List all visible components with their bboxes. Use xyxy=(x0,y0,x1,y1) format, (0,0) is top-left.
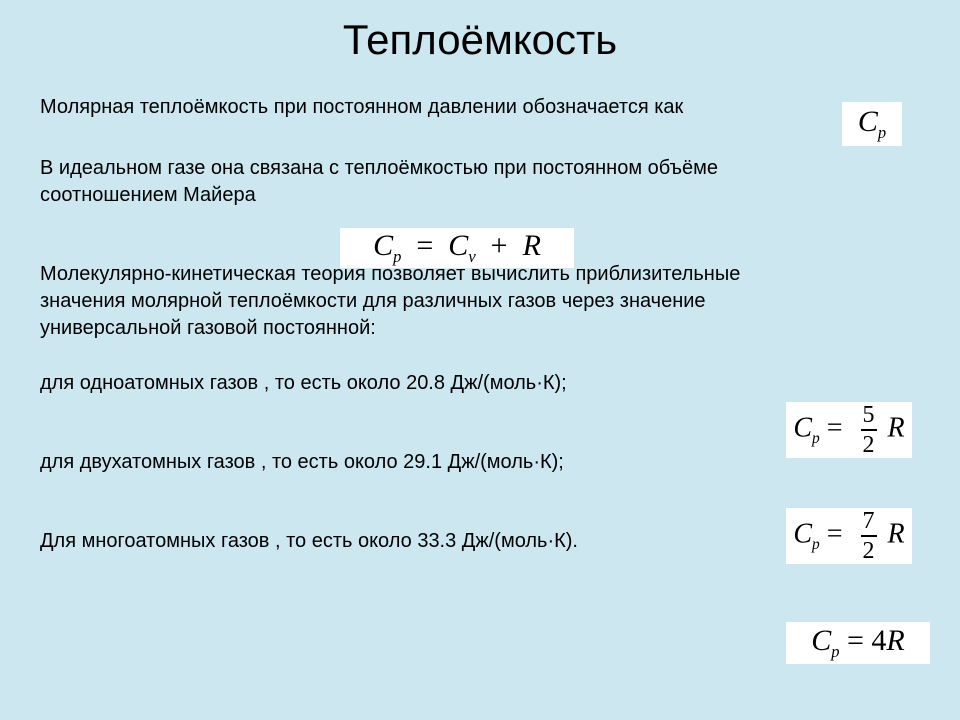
slide-title: Теплоёмкость xyxy=(40,16,920,64)
cp-sub: p xyxy=(878,123,886,142)
poly-factor: 4 xyxy=(871,624,886,657)
di-num: 7 xyxy=(861,509,877,535)
formula-monoatomic: Cp = 5 2 R xyxy=(786,402,912,458)
di-den: 2 xyxy=(861,535,877,563)
mayer-lhs-base: C xyxy=(373,229,393,262)
formula-mayer: Cp = Cv + R xyxy=(340,228,574,268)
mono-num: 5 xyxy=(861,403,877,429)
cp-base: C xyxy=(858,105,878,138)
paragraph-polyatomic: Для многоатомных газов , то есть около 3… xyxy=(40,528,800,555)
mayer-rhs-sub: v xyxy=(468,247,475,266)
mono-R: R xyxy=(888,412,905,443)
di-R: R xyxy=(888,518,905,549)
mayer-plus-R: R xyxy=(523,229,541,262)
poly-R: R xyxy=(886,624,904,657)
paragraph-diatomic: для двухатомных газов , то есть около 29… xyxy=(40,449,800,476)
paragraph-monoatomic: для одноатомных газов , то есть около 20… xyxy=(40,370,800,397)
paragraph-cp-definition: Молярная теплоёмкость при постоянном дав… xyxy=(40,94,800,121)
mayer-lhs-sub: p xyxy=(393,247,401,266)
mono-den: 2 xyxy=(861,429,877,457)
paragraph-mkt-intro: Молекулярно-кинетическая теория позволяе… xyxy=(40,261,800,342)
formula-diatomic: Cp = 7 2 R xyxy=(786,508,912,564)
formula-cp-symbol: Cp xyxy=(842,102,902,146)
formula-polyatomic: Cp = 4R xyxy=(786,622,930,664)
slide: Теплоёмкость Молярная теплоёмкость при п… xyxy=(0,0,960,720)
mayer-rhs-base: C xyxy=(448,229,468,262)
paragraph-mayer: В идеальном газе она связана с теплоёмко… xyxy=(40,155,800,209)
